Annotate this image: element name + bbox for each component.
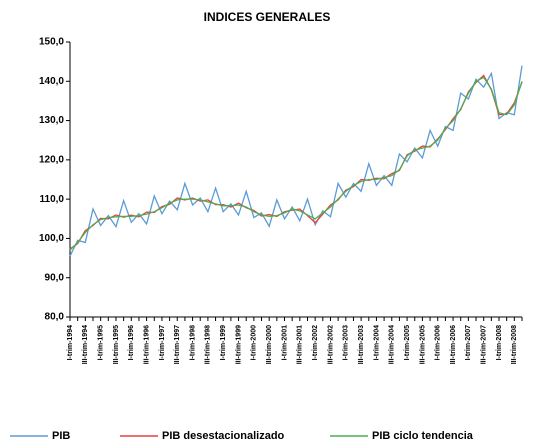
x-tick-label: III-trim-2003: [358, 325, 365, 364]
x-tick-label: III-trim-2008: [511, 325, 518, 364]
x-tick-label: I-trim-2001: [281, 325, 288, 361]
x-tick-label: III-trim-1996: [143, 325, 150, 364]
legend-label: PIB desestacionalizado: [162, 430, 285, 442]
x-tick-label: I-trim-1998: [189, 325, 196, 361]
x-tick-label: III-trim-1997: [174, 325, 181, 364]
x-tick-label: III-trim-1994: [82, 325, 89, 364]
x-tick-label: III-trim-2007: [481, 325, 488, 364]
x-tick-label: I-trim-2002: [312, 325, 319, 361]
x-tick-label: I-trim-1995: [97, 325, 104, 361]
y-tick-label: 150,0: [39, 37, 64, 48]
y-tick-label: 110,0: [40, 194, 65, 205]
x-tick-label: I-trim-2007: [465, 325, 472, 361]
x-tick-label: III-trim-2005: [419, 325, 426, 364]
x-tick-label: III-trim-2000: [266, 325, 273, 364]
x-tick-label: I-trim-1997: [159, 325, 166, 361]
x-tick-label: III-trim-2004: [389, 325, 396, 364]
x-tick-label: III-trim-2001: [297, 325, 304, 364]
x-tick-label: I-trim-2006: [435, 325, 442, 361]
y-tick-label: 80,0: [45, 312, 65, 323]
x-tick-label: III-trim-1995: [113, 325, 120, 364]
series-line: [69, 65, 523, 257]
y-tick-label: 120,0: [39, 154, 64, 165]
x-tick-label: I-trim-1999: [220, 325, 227, 361]
y-tick-label: 140,0: [39, 76, 64, 87]
x-tick-label: III-trim-2006: [450, 325, 457, 364]
x-tick-label: I-trim-1996: [128, 325, 135, 361]
x-tick-label: III-trim-1999: [235, 325, 242, 364]
x-tick-label: I-trim-2005: [404, 325, 411, 361]
chart-title: INDICES GENERALES: [204, 10, 331, 24]
x-tick-label: I-trim-2003: [343, 325, 350, 361]
x-tick-label: I-trim-2008: [496, 325, 503, 361]
x-tick-label: III-trim-1998: [205, 325, 212, 364]
series-line: [69, 76, 523, 251]
x-tick-label: III-trim-2002: [327, 325, 334, 364]
y-tick-label: 100,0: [39, 233, 64, 244]
legend-label: PIB: [52, 430, 70, 442]
legend-label: PIB ciclo tendencia: [372, 430, 474, 442]
x-tick-label: I-trim-2004: [373, 325, 380, 361]
y-tick-label: 130,0: [39, 115, 64, 126]
y-tick-label: 90,0: [45, 272, 65, 283]
series-line: [69, 74, 523, 250]
x-tick-label: I-trim-1994: [67, 325, 74, 361]
x-tick-label: I-trim-2000: [251, 325, 258, 361]
